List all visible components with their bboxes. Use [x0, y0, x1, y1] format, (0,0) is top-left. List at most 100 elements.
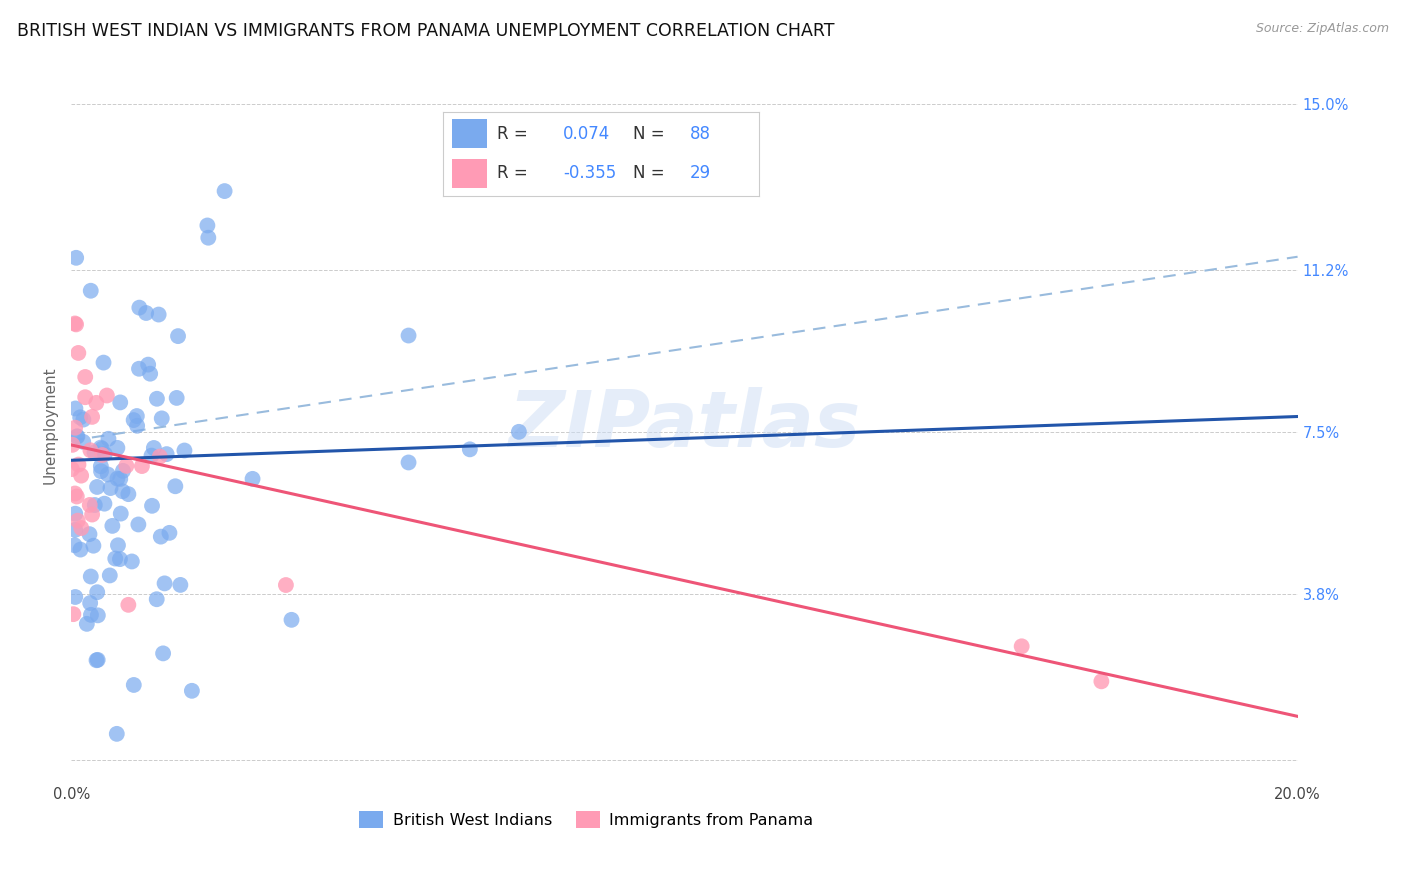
Point — [214, 184, 236, 198]
Point — [65, 401, 87, 416]
Point — [86, 585, 108, 599]
Text: 0.074: 0.074 — [562, 125, 610, 143]
Text: N =: N = — [633, 164, 669, 182]
Point — [82, 539, 104, 553]
Point — [105, 441, 128, 455]
Point — [128, 301, 150, 315]
Point — [84, 396, 107, 410]
Point — [93, 497, 115, 511]
Point — [398, 328, 420, 343]
Point — [90, 464, 112, 478]
Point — [149, 530, 172, 544]
Point — [98, 568, 121, 582]
Point — [87, 608, 110, 623]
Point — [72, 434, 94, 449]
Point — [79, 498, 101, 512]
Point — [127, 517, 149, 532]
Point — [111, 484, 134, 499]
Point — [1090, 674, 1112, 689]
Point — [63, 317, 86, 331]
Point — [80, 284, 103, 298]
Point — [105, 472, 128, 486]
Text: 88: 88 — [690, 125, 710, 143]
Point — [83, 445, 105, 459]
Point — [97, 467, 120, 482]
Point — [121, 554, 143, 568]
Point — [80, 569, 103, 583]
Point — [79, 596, 101, 610]
Point — [65, 251, 87, 265]
Point — [107, 538, 129, 552]
Point — [96, 388, 118, 402]
Text: BRITISH WEST INDIAN VS IMMIGRANTS FROM PANAMA UNEMPLOYMENT CORRELATION CHART: BRITISH WEST INDIAN VS IMMIGRANTS FROM P… — [17, 22, 834, 40]
Point — [104, 551, 127, 566]
Text: Source: ZipAtlas.com: Source: ZipAtlas.com — [1256, 22, 1389, 36]
Point — [111, 464, 134, 478]
Point — [1011, 640, 1033, 654]
Point — [141, 499, 163, 513]
Point — [94, 447, 117, 461]
Point — [122, 678, 145, 692]
Point — [79, 443, 101, 458]
Point — [67, 458, 90, 472]
Point — [80, 607, 103, 622]
Point — [157, 525, 180, 540]
Point — [91, 442, 114, 456]
Text: R =: R = — [496, 164, 533, 182]
Point — [135, 306, 157, 320]
Point — [142, 441, 165, 455]
Point — [150, 411, 173, 425]
Point — [75, 390, 97, 404]
Point — [108, 552, 131, 566]
Point — [117, 487, 139, 501]
Point — [62, 607, 84, 622]
Point — [63, 538, 86, 552]
Point — [69, 542, 91, 557]
Point — [66, 490, 89, 504]
Point — [83, 498, 105, 512]
Point — [153, 576, 176, 591]
Point — [69, 410, 91, 425]
Point — [146, 392, 169, 406]
Point — [101, 519, 124, 533]
Text: N =: N = — [633, 125, 669, 143]
Text: ZIPatlas: ZIPatlas — [509, 387, 860, 463]
Point — [60, 462, 83, 476]
Point — [63, 486, 86, 500]
Point — [97, 432, 120, 446]
Point — [110, 395, 132, 409]
Point — [197, 230, 219, 244]
Point — [242, 472, 264, 486]
Point — [86, 480, 108, 494]
Point — [100, 481, 122, 495]
Point — [274, 578, 297, 592]
Point — [110, 507, 132, 521]
Point — [149, 450, 172, 464]
Point — [91, 448, 114, 462]
Text: 29: 29 — [690, 164, 711, 182]
Point — [280, 613, 302, 627]
Point — [90, 459, 112, 474]
Point — [122, 413, 145, 427]
Point — [128, 361, 150, 376]
Point — [136, 358, 159, 372]
Point — [398, 455, 420, 469]
Point — [66, 429, 89, 443]
Point — [508, 425, 530, 439]
Point — [66, 514, 89, 528]
Point — [65, 590, 87, 604]
Point — [86, 653, 108, 667]
Point — [63, 523, 86, 537]
Point — [66, 429, 89, 443]
Point — [125, 409, 148, 423]
Point — [141, 449, 163, 463]
FancyBboxPatch shape — [453, 159, 486, 188]
Legend: British West Indians, Immigrants from Panama: British West Indians, Immigrants from Pa… — [353, 805, 820, 835]
Point — [166, 391, 188, 405]
Point — [65, 507, 87, 521]
Point — [110, 472, 132, 486]
Point — [63, 420, 86, 434]
Point — [82, 508, 104, 522]
Text: R =: R = — [496, 125, 533, 143]
Point — [93, 356, 115, 370]
